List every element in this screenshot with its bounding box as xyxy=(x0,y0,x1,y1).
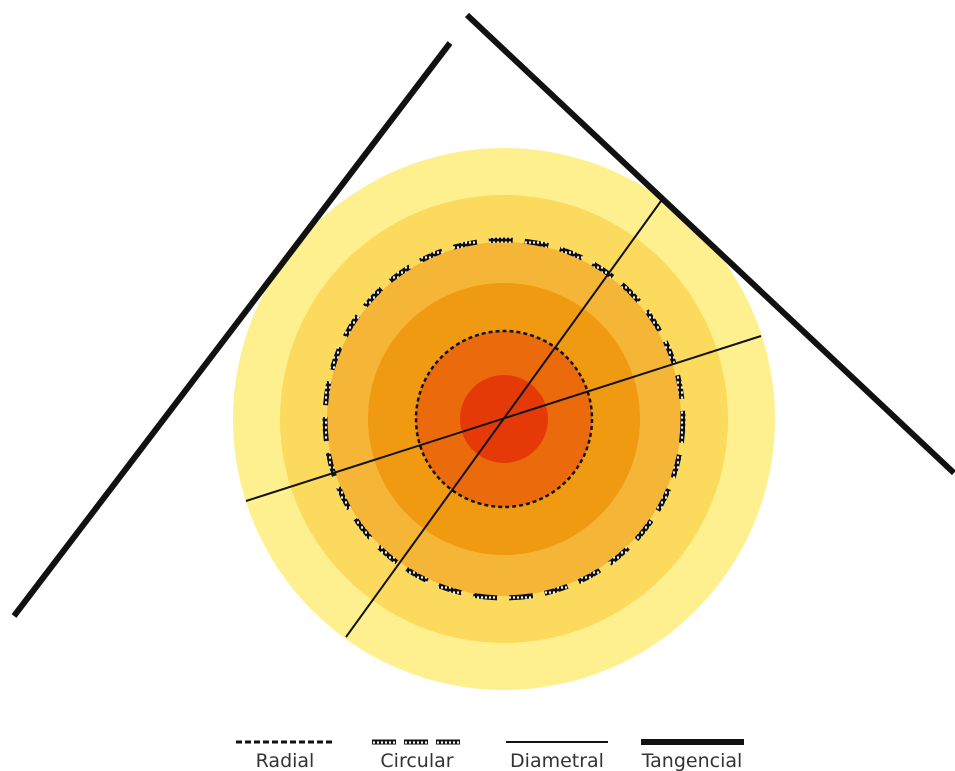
tangencial-line-right xyxy=(464,12,955,476)
tangencial-line-left xyxy=(11,41,453,618)
legend-radial-label: Radial xyxy=(256,750,315,771)
circular-ring-outline xyxy=(322,237,686,601)
circular-ring xyxy=(322,237,686,601)
legend-diametral-label: Diametral xyxy=(510,750,604,771)
legend-circular-label: Circular xyxy=(380,750,453,771)
diametral-line-2 xyxy=(345,200,662,638)
legend-tangencial-label: Tangencial xyxy=(641,750,743,771)
tangencial-lines xyxy=(11,12,955,618)
radial-ring xyxy=(414,329,594,509)
diametral-lines xyxy=(245,200,762,638)
legend: Radial Circular Diametral Tangencial xyxy=(236,739,744,771)
